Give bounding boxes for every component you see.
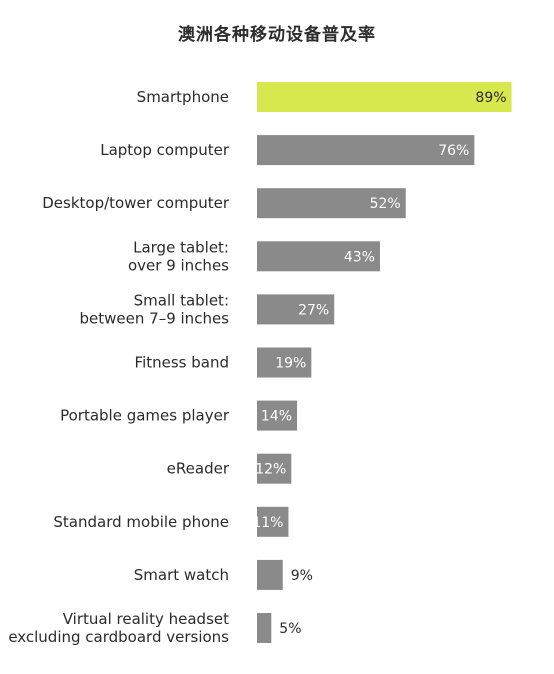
bar-0	[257, 82, 512, 112]
value-label-5: 19%	[275, 356, 306, 372]
bar-9	[257, 559, 283, 590]
category-label-line: Portable games player	[60, 407, 230, 425]
bar-10	[257, 613, 272, 643]
category-label-9: Smart watch	[134, 566, 229, 584]
bar-8	[257, 506, 289, 537]
category-label-10: Virtual reality headset excluding cardboa…	[8, 610, 229, 646]
category-label-line: Smartphone	[137, 88, 229, 106]
chart-title: 澳洲各种移动设备普及率	[178, 25, 376, 45]
bar-5	[257, 347, 312, 378]
category-label-line: Desktop/tower computer	[42, 194, 230, 212]
category-label-line: Small tablet:	[134, 291, 229, 309]
value-label-9: 9%	[291, 568, 313, 584]
value-label-10: 5%	[279, 621, 301, 637]
category-label-4: Small tablet: between 7–9 inches	[80, 291, 230, 327]
category-label-line: Standard mobile phone	[53, 513, 229, 531]
category-label-line: eReader	[167, 460, 230, 478]
bar-6	[257, 400, 298, 431]
category-label-line: Smart watch	[134, 566, 229, 584]
category-label-line: Large tablet:	[133, 238, 229, 256]
category-label-3: Large tablet: over 9 inches	[128, 238, 229, 274]
category-label-0: Smartphone	[137, 88, 229, 106]
value-label-1: 76%	[438, 143, 469, 159]
category-label-line: Virtual reality headset	[63, 610, 229, 628]
category-label-6: Portable games player	[60, 407, 230, 425]
category-label-line: between 7–9 inches	[80, 309, 230, 327]
bar-7	[257, 453, 292, 484]
category-label-line: excluding cardboard versions	[8, 628, 229, 646]
bar-4	[257, 294, 335, 325]
category-label-line: Fitness band	[135, 354, 229, 372]
bar-1	[257, 135, 475, 166]
category-label-line: Laptop computer	[100, 141, 230, 159]
value-label-8: 11%	[252, 515, 283, 531]
category-label-8: Standard mobile phone	[53, 513, 229, 531]
value-label-2: 52%	[370, 196, 401, 212]
category-label-line: over 9 inches	[128, 256, 229, 274]
value-label-4: 27%	[298, 302, 329, 318]
category-label-7: eReader	[167, 460, 230, 478]
bar-3	[257, 241, 380, 272]
value-label-7: 12%	[255, 462, 286, 478]
category-label-5: Fitness band	[135, 354, 229, 372]
value-label-6: 14%	[261, 409, 292, 425]
value-label-0: 89%	[475, 90, 506, 106]
category-label-1: Laptop computer	[100, 141, 230, 159]
category-label-2: Desktop/tower computer	[42, 194, 230, 212]
value-label-3: 43%	[344, 249, 375, 265]
bar-2	[257, 188, 406, 219]
